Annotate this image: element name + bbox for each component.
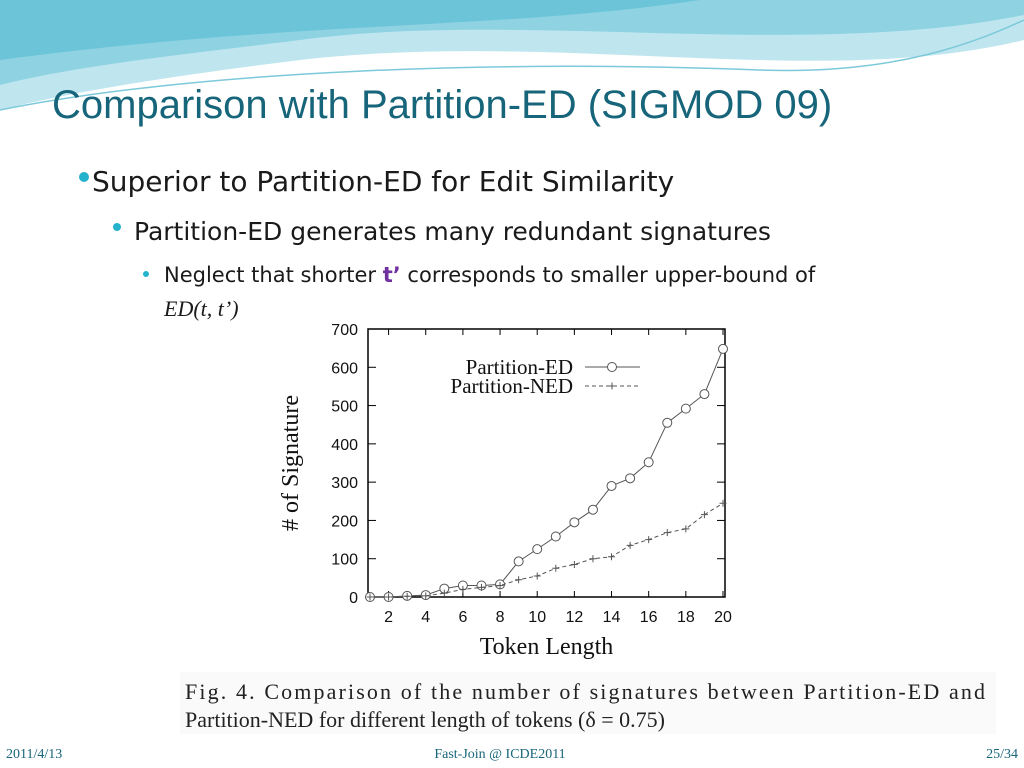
x-tick-label: 2 [384, 609, 393, 626]
x-tick-label: 12 [565, 609, 583, 626]
x-tick-label: 10 [528, 609, 546, 626]
point [663, 529, 671, 537]
chart: 0 100 200 300 400 500 600 700 2 4 6 8 10 12 14 16 18 20 To… [278, 322, 732, 660]
point [626, 541, 634, 549]
x-tick-label: 18 [677, 609, 695, 626]
y-tick-label: 700 [331, 322, 358, 339]
caption: Fig. 4. Comparison of the number of sign… [185, 679, 985, 704]
point [515, 576, 523, 584]
point [459, 585, 467, 593]
point [513, 556, 524, 567]
point [570, 560, 578, 568]
point [440, 589, 448, 597]
y-tick-label: 300 [331, 475, 358, 492]
highlight: t’ [383, 263, 401, 287]
point [682, 525, 690, 533]
point [643, 457, 654, 468]
point [587, 504, 598, 515]
y-tick-label: 0 [349, 590, 358, 607]
point [533, 572, 541, 580]
bullet-dot [113, 223, 121, 231]
bullet-dot [79, 172, 89, 182]
bullet-dot [143, 271, 149, 277]
point [477, 583, 485, 591]
x-tick-label: 16 [640, 609, 658, 626]
point [532, 544, 543, 555]
caption: Partition-NED for different length of to… [185, 707, 665, 732]
point [625, 473, 636, 484]
caption-box [180, 672, 996, 734]
x-axis-title: Token Length [480, 634, 614, 660]
point [403, 592, 411, 600]
plot-frame [367, 328, 726, 598]
footer-center: Fast-Join @ ICDE2011 [434, 747, 565, 762]
chart-image [278, 318, 745, 665]
point [699, 389, 710, 400]
point [550, 531, 561, 542]
point [496, 582, 504, 590]
legend-marker [607, 362, 617, 372]
header-wave [0, 0, 700, 60]
point [645, 536, 653, 544]
bullet-text: Neglect that shorter [164, 263, 376, 287]
point [569, 517, 580, 528]
formula: ED(t, t’) [163, 296, 239, 321]
point [366, 593, 374, 601]
point [552, 564, 560, 572]
point [385, 593, 393, 601]
bullet: Neglect that shorter t’ corresponds to s… [164, 263, 816, 287]
bullet: Superior to Partition-ED for Edit Simila… [92, 165, 674, 198]
y-tick-label: 400 [331, 437, 358, 454]
x-tick-label: 14 [603, 609, 621, 626]
y-tick-label: 200 [331, 513, 358, 530]
point [662, 417, 673, 428]
point [422, 592, 430, 600]
legend-label: Partition-NED [451, 374, 573, 398]
y-tick-label: 500 [331, 399, 358, 416]
legend-label: Partition-ED [466, 355, 573, 379]
x-tick-label: 4 [421, 609, 430, 626]
point [680, 403, 691, 414]
point [700, 511, 708, 519]
bullet-text: corresponds to smaller upper-bound of [407, 263, 815, 287]
point [719, 499, 727, 507]
y-tick-label: 600 [331, 360, 358, 377]
footer-page: 25/34 [986, 747, 1018, 762]
x-tick-label: 6 [458, 609, 467, 626]
point [718, 343, 728, 354]
x-tick-label: 20 [714, 609, 732, 626]
point [606, 480, 617, 491]
legend-marker [608, 382, 616, 390]
footer-date: 2011/4/13 [6, 747, 62, 762]
title: Comparison with Partition-ED (SIGMOD 09) [52, 83, 832, 127]
y-tick-label: 100 [331, 552, 358, 569]
header-line [0, 19, 1024, 111]
bullet: Partition-ED generates many redundant si… [134, 217, 771, 246]
y-axis-title: # of Signature [278, 395, 304, 531]
point [589, 555, 597, 563]
point [608, 553, 616, 561]
x-tick-label: 8 [496, 609, 505, 626]
